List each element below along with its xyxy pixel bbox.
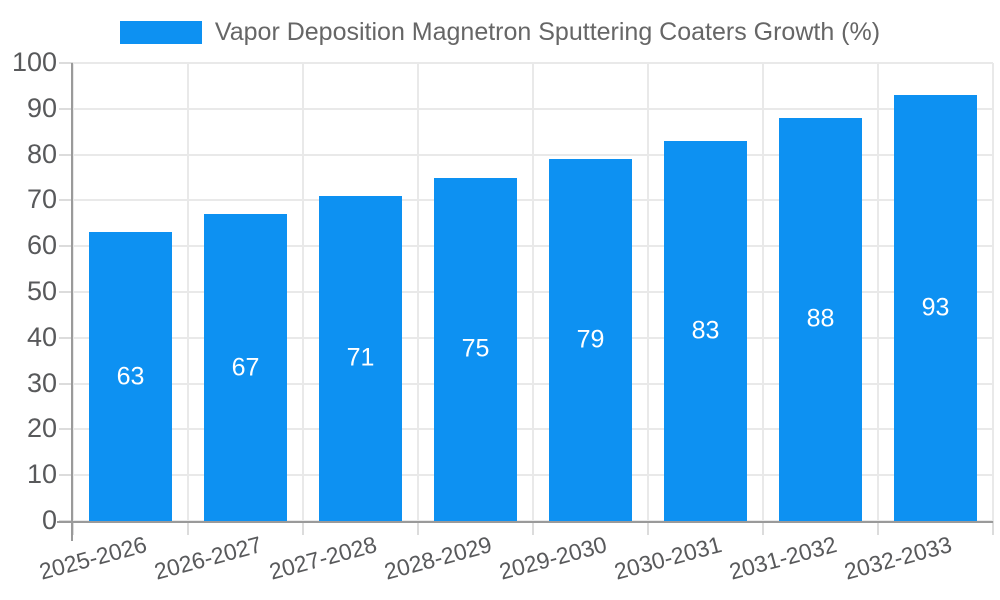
y-tick-label: 30 (26, 367, 57, 398)
x-tick-mark (72, 521, 74, 535)
plot-area: 63 67 71 75 79 83 88 93 0 10 20 30 40 50 60 70 80 90 100 2… (12, 48, 994, 585)
bar-value-label: 83 (691, 316, 720, 345)
x-tick-mark (302, 521, 304, 535)
y-tick-mark (59, 245, 73, 248)
x-tick-mark (647, 521, 649, 535)
x-tick-mark (992, 521, 994, 535)
bar[interactable]: 83 (664, 140, 747, 521)
x-gridline (532, 63, 534, 521)
y-tick-mark (59, 153, 73, 156)
legend-swatch-icon (119, 21, 202, 44)
x-tick-label: 2030-2031 (610, 531, 724, 585)
y-tick-mark (59, 474, 73, 477)
bar[interactable]: 88 (779, 117, 862, 521)
y-axis-line (71, 63, 73, 541)
y-tick-mark (59, 382, 73, 385)
bar[interactable]: 71 (319, 195, 402, 521)
bar-value-label: 79 (576, 325, 605, 354)
bar[interactable]: 79 (549, 159, 632, 521)
bar[interactable]: 93 (894, 95, 977, 521)
y-tick-label: 80 (26, 138, 57, 169)
x-tick-label: 2028-2029 (380, 531, 494, 585)
bar[interactable]: 75 (434, 177, 517, 521)
y-tick-label: 20 (26, 413, 57, 444)
x-tick-mark (762, 521, 764, 535)
x-tick-mark (532, 521, 534, 535)
bar[interactable]: 67 (204, 214, 287, 521)
x-gridline (187, 63, 189, 521)
bar-value-label: 88 (806, 304, 835, 333)
y-tick-mark (59, 199, 73, 202)
legend-item[interactable]: Vapor Deposition Magnetron Sputtering Co… (119, 18, 881, 47)
y-tick-mark (59, 291, 73, 293)
y-tick-label: 10 (26, 459, 57, 490)
y-tick-label: 100 (11, 46, 57, 77)
y-tick-mark (59, 428, 73, 431)
bar-value-label: 67 (231, 353, 260, 382)
x-tick-label: 2025-2026 (35, 531, 149, 585)
x-tick-label: 2027-2028 (265, 531, 379, 585)
x-gridline (992, 63, 994, 521)
bar-value-label: 71 (346, 343, 375, 372)
x-tick-label: 2026-2027 (150, 531, 264, 585)
y-tick-label: 90 (26, 92, 57, 123)
y-tick-mark (59, 336, 73, 339)
x-axis-line (57, 521, 993, 523)
y-tick-label: 40 (26, 321, 57, 352)
bar-value-label: 75 (461, 334, 490, 363)
x-gridline (302, 63, 304, 521)
x-tick-mark (417, 521, 419, 535)
x-tick-mark (187, 521, 189, 535)
x-gridline (647, 63, 649, 521)
x-gridline (72, 63, 74, 521)
y-tick-label: 70 (26, 184, 57, 215)
y-tick-mark (59, 62, 73, 64)
bar[interactable]: 63 (89, 232, 172, 521)
y-tick-label: 60 (26, 230, 57, 261)
x-gridline (762, 63, 764, 521)
x-tick-label: 2032-2033 (840, 531, 954, 585)
y-tick-label: 0 (41, 504, 57, 535)
x-tick-label: 2031-2032 (725, 531, 839, 585)
y-tick-mark (59, 107, 73, 110)
legend: Vapor Deposition Magnetron Sputtering Co… (0, 18, 1000, 47)
legend-label: Vapor Deposition Magnetron Sputtering Co… (214, 18, 881, 46)
bar-value-label: 93 (921, 293, 950, 322)
x-gridline (877, 63, 879, 521)
x-tick-mark (877, 521, 879, 535)
x-tick-label: 2029-2030 (495, 531, 609, 585)
y-tick-label: 50 (26, 275, 57, 306)
bar-value-label: 63 (116, 362, 145, 391)
x-gridline (417, 63, 419, 521)
